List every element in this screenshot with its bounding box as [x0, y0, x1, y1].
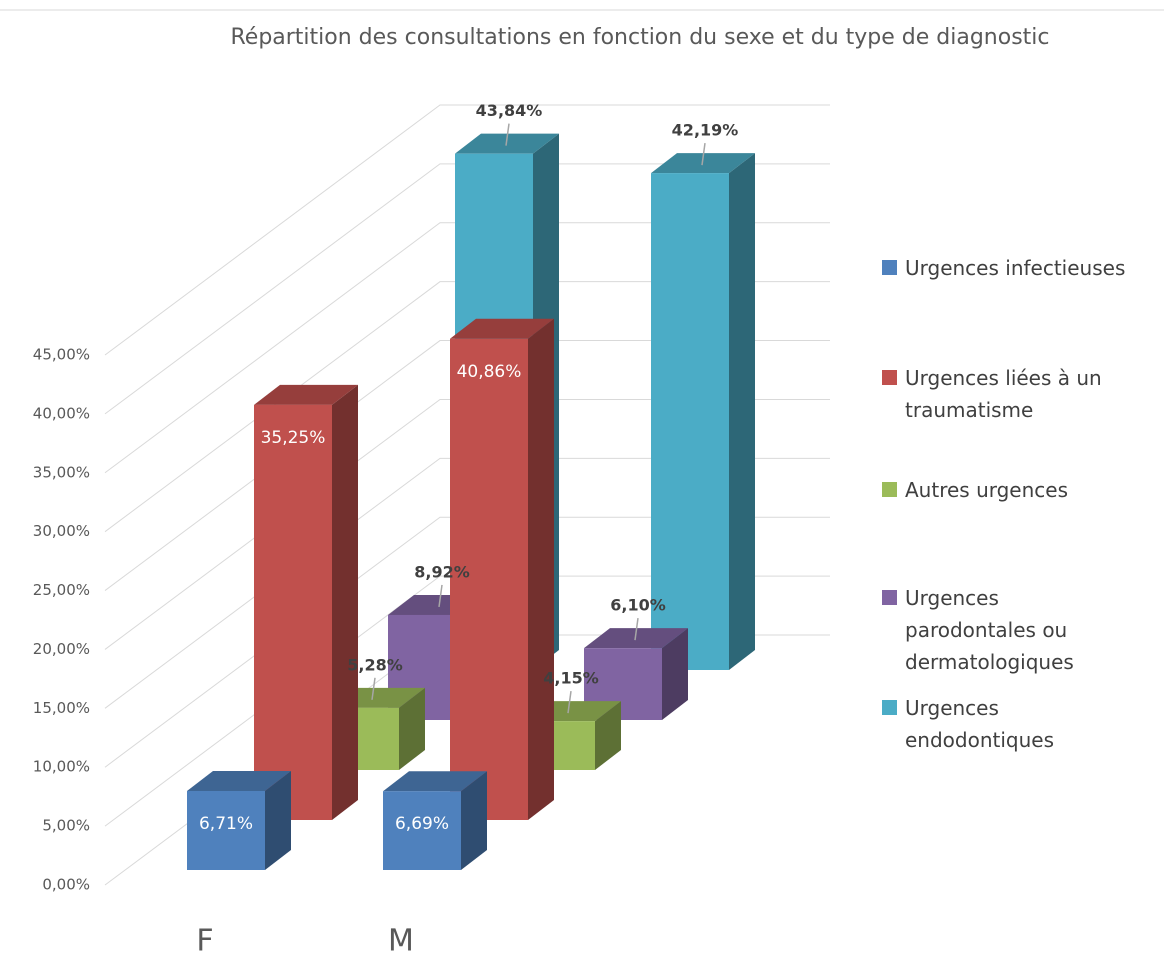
bar-top [187, 770, 291, 791]
legend-item: Urgences infectieuses [882, 252, 1132, 284]
bar [651, 173, 729, 670]
data-label: 6,71% [199, 814, 253, 834]
y-tick-label: 15,00% [33, 699, 90, 717]
legend-swatch [882, 260, 897, 275]
leader-line [438, 584, 443, 608]
bar-side [662, 628, 688, 720]
legend-swatch [882, 482, 897, 497]
legend-item: Urgences endodontiques [882, 692, 1132, 756]
bar [254, 404, 332, 820]
bar [383, 791, 461, 870]
bar-top [383, 771, 487, 792]
y-tick-label: 0,00% [42, 876, 90, 894]
leader-line [567, 691, 572, 714]
bar-top [254, 384, 358, 405]
y-tick-label: 5,00% [42, 817, 90, 835]
data-label: 35,25% [261, 428, 326, 448]
x-tick-label: F [196, 924, 213, 959]
bar-side [528, 318, 554, 820]
bar [187, 790, 265, 870]
bar-side [595, 701, 621, 770]
leader-line [505, 123, 510, 146]
bar [450, 338, 528, 820]
bar-top [450, 318, 554, 339]
legend-item: Urgences liées à un traumatisme [882, 362, 1132, 426]
legend-label: Urgences parodontales ou dermatologiques [905, 586, 1074, 674]
bar-side [399, 687, 425, 770]
bar-side [265, 770, 291, 870]
legend-swatch [882, 590, 897, 605]
y-tick-label: 20,00% [33, 640, 90, 658]
y-tick-label: 30,00% [33, 522, 90, 540]
leader-line [701, 142, 706, 166]
chart-title: Répartition des consultations en fonctio… [230, 25, 1049, 50]
legend-swatch [882, 700, 897, 715]
data-label: 5,28% [347, 655, 403, 674]
bar-side [461, 771, 487, 870]
data-label: 6,69% [395, 814, 449, 834]
y-tick-label: 10,00% [33, 758, 90, 776]
leader-line [634, 618, 639, 641]
data-label: 4,15% [543, 669, 599, 688]
data-label: 43,84% [476, 101, 543, 120]
data-label: 42,19% [672, 121, 739, 140]
legend-label: Urgences endodontiques [905, 696, 1055, 752]
grid-line [104, 104, 830, 356]
x-tick-label: M [388, 924, 414, 959]
legend-label: Urgences infectieuses [905, 256, 1126, 280]
y-tick-label: 25,00% [33, 581, 90, 599]
bar-side [729, 153, 755, 670]
legend-item: Urgences parodontales ou dermatologiques [882, 582, 1132, 678]
data-label: 6,10% [610, 596, 666, 615]
legend-label: Autres urgences [905, 478, 1069, 502]
data-label: 40,86% [457, 362, 522, 382]
y-tick-label: 35,00% [33, 463, 90, 481]
legend-label: Urgences liées à un traumatisme [905, 366, 1102, 422]
legend-item: Autres urgences [882, 474, 1132, 506]
legend-swatch [882, 370, 897, 385]
y-tick-label: 40,00% [33, 404, 90, 422]
y-tick-label: 45,00% [33, 346, 90, 364]
bar-side [332, 384, 358, 820]
leader-line [371, 677, 376, 700]
data-label: 8,92% [414, 562, 470, 581]
